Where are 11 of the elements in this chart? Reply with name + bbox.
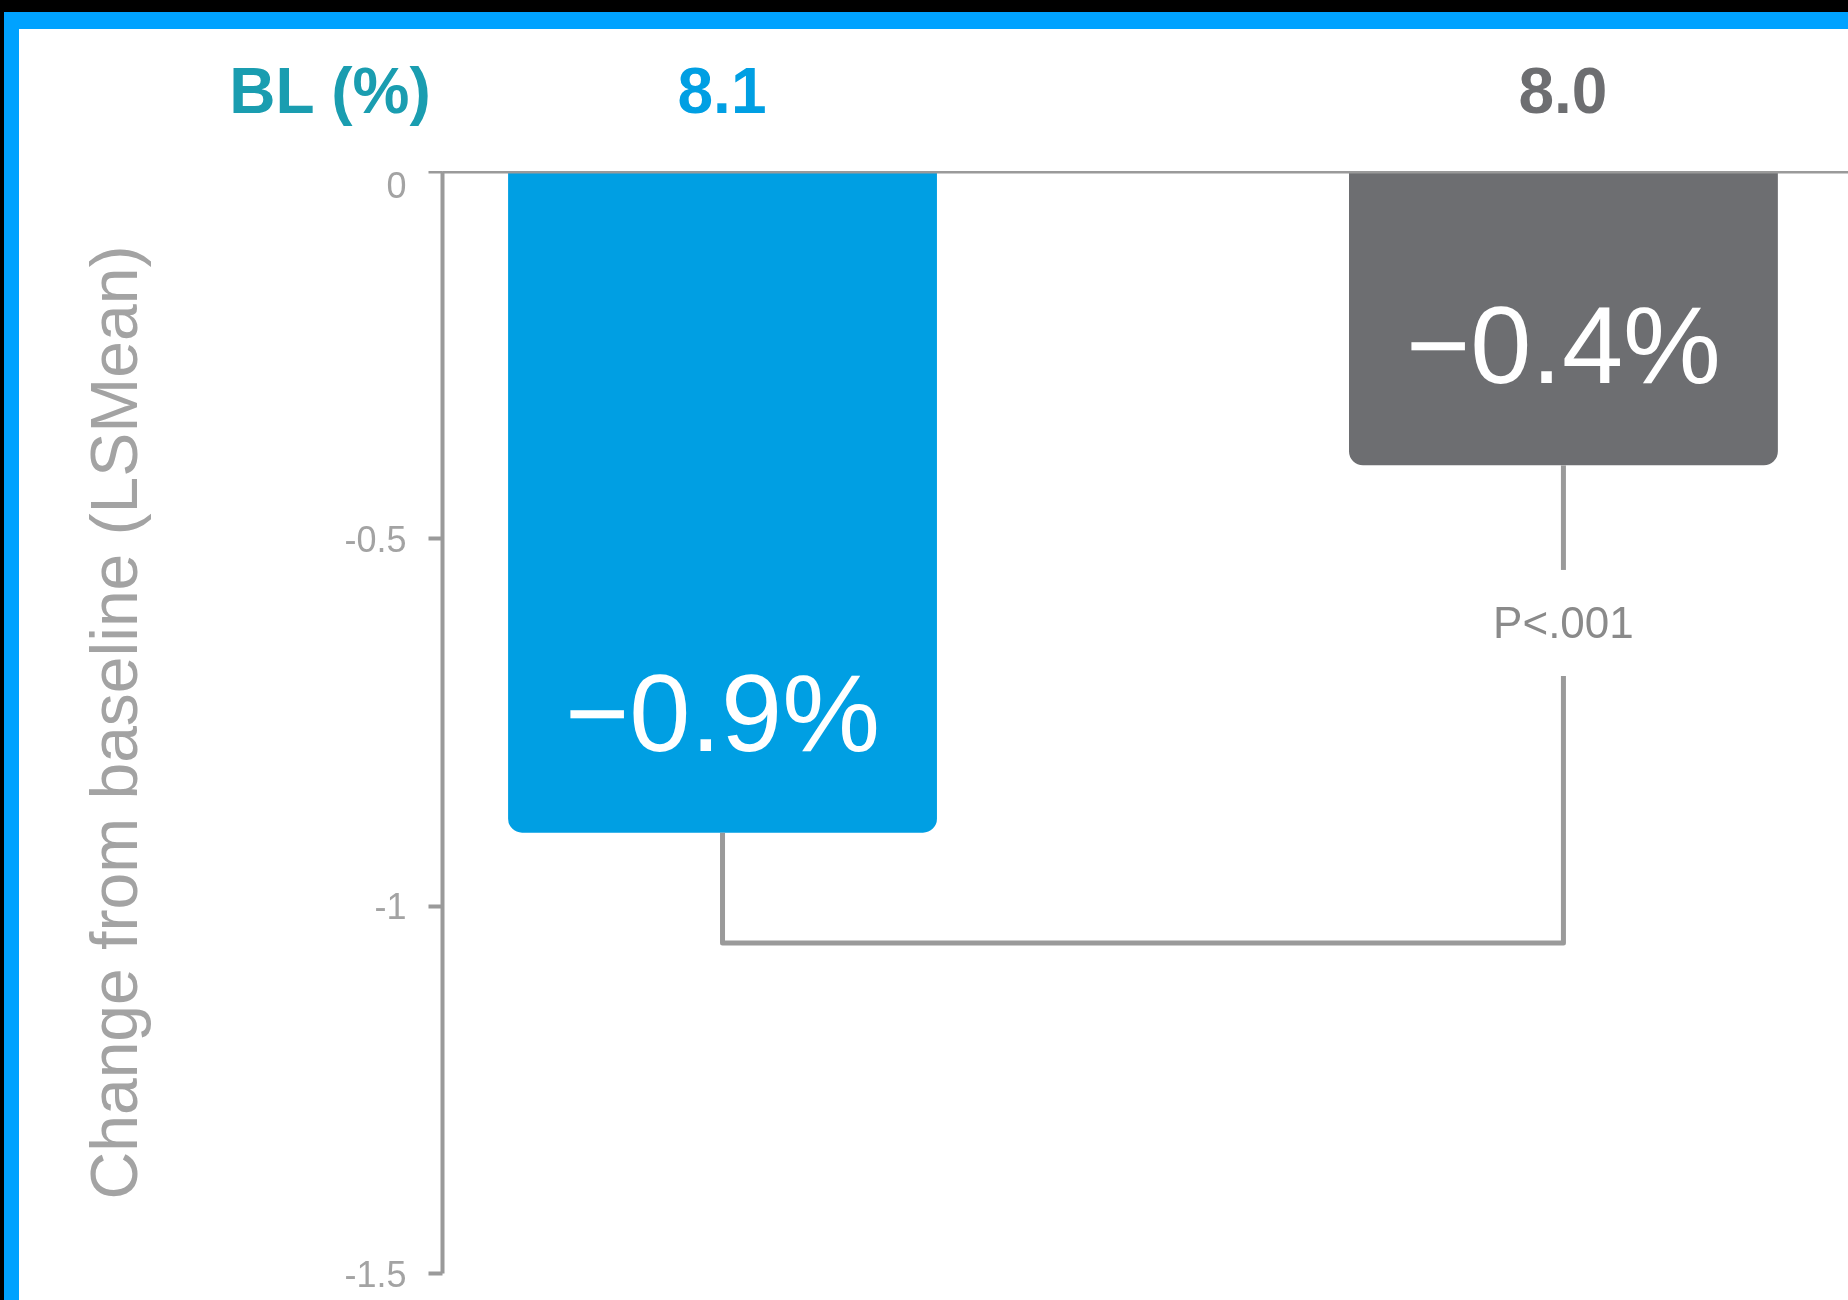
x-tick-label: 8.0	[1518, 54, 1608, 130]
x-tick-label: 8.1	[677, 54, 767, 130]
y-tick-label: -1.5	[344, 1253, 407, 1295]
y-tick-label: 0	[386, 164, 407, 206]
y-tick-label: -0.5	[344, 518, 407, 560]
annotation: P<.001	[1493, 598, 1634, 648]
data-label: −0.4%	[1405, 283, 1721, 407]
x-axis-title: BL (%)	[229, 54, 431, 130]
data-label: −0.9%	[565, 650, 881, 774]
y-tick-label: -1	[374, 886, 407, 928]
y-axis-title: Change from baseline (LSMean)	[77, 245, 152, 1200]
